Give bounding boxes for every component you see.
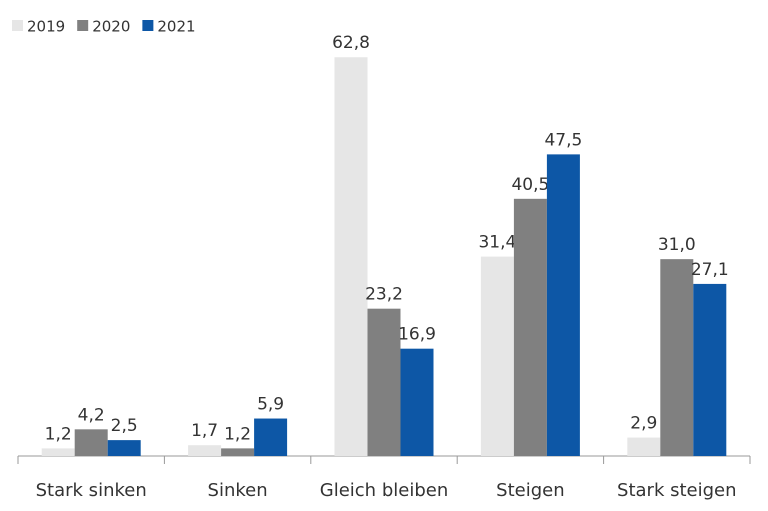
legend-swatch bbox=[142, 20, 154, 31]
value-label: 27,1 bbox=[691, 260, 729, 280]
bar bbox=[221, 448, 255, 456]
legend-label: 2019 bbox=[27, 18, 65, 36]
x-tick-label: Steigen bbox=[496, 480, 564, 501]
x-tick-label: Stark steigen bbox=[617, 480, 736, 501]
value-label: 4,2 bbox=[78, 405, 105, 425]
bar bbox=[41, 448, 75, 456]
bar bbox=[107, 440, 141, 456]
bar bbox=[188, 445, 222, 456]
x-tick-label: Sinken bbox=[208, 480, 268, 501]
bar bbox=[693, 283, 727, 456]
value-label: 62,8 bbox=[332, 33, 370, 53]
bar bbox=[546, 154, 580, 456]
bar bbox=[480, 256, 514, 456]
bar bbox=[400, 348, 434, 456]
value-label: 31,4 bbox=[478, 233, 516, 253]
bar bbox=[254, 418, 288, 456]
value-label: 5,9 bbox=[257, 395, 284, 415]
value-label: 40,5 bbox=[511, 175, 549, 195]
value-label: 16,9 bbox=[398, 325, 436, 345]
value-label: 31,0 bbox=[658, 235, 696, 255]
legend-label: 2020 bbox=[92, 18, 130, 36]
legend-label: 2021 bbox=[157, 18, 195, 36]
value-label: 1,2 bbox=[224, 424, 251, 444]
value-label: 1,2 bbox=[45, 424, 72, 444]
x-tick-label: Stark sinken bbox=[36, 480, 147, 501]
value-label: 23,2 bbox=[365, 285, 403, 305]
bar bbox=[627, 437, 661, 456]
bar bbox=[367, 308, 401, 456]
bar bbox=[74, 429, 108, 456]
value-label: 2,9 bbox=[630, 414, 657, 434]
value-label: 47,5 bbox=[544, 130, 582, 150]
x-tick-label: Gleich bleiben bbox=[320, 480, 448, 501]
bar bbox=[660, 259, 694, 456]
legend-swatch bbox=[12, 20, 23, 31]
bar bbox=[513, 198, 547, 456]
value-label: 2,5 bbox=[111, 416, 138, 436]
bar bbox=[334, 57, 368, 456]
legend-swatch bbox=[77, 20, 89, 31]
value-label: 1,7 bbox=[191, 421, 218, 441]
